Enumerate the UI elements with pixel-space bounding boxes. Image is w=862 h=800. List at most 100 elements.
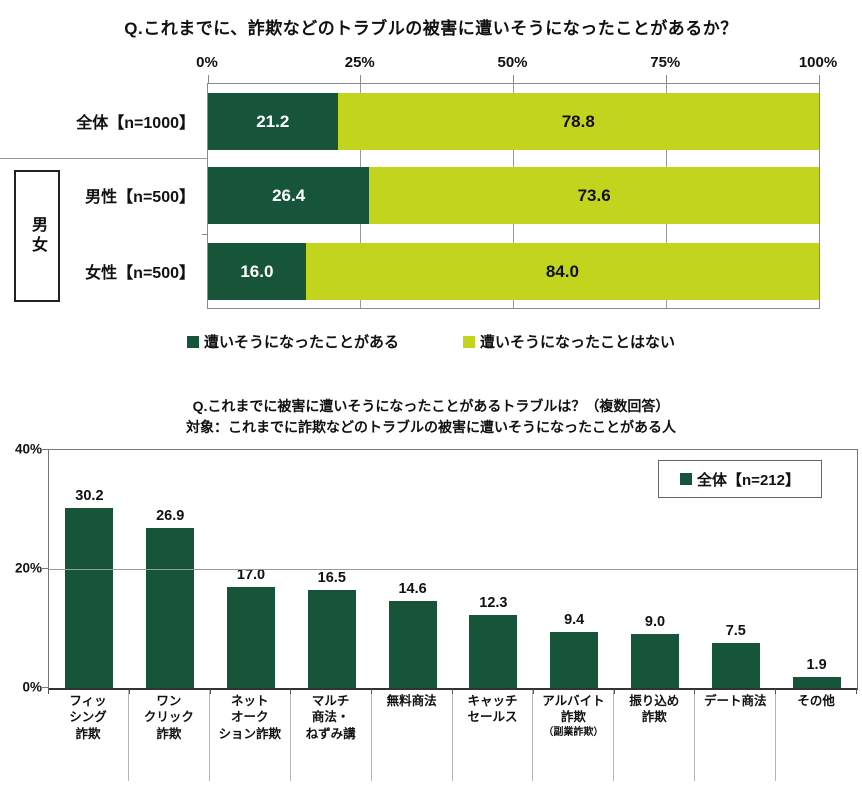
chart2-subtitle: 対象：これまでに詐欺などのトラブルの被害に遭いそうになったことがある人 [186,419,676,435]
legend-swatch-yellow-green [463,335,475,348]
chart2-x-label: ネット オーク ション詐欺 [210,690,291,781]
chart1-category-labels: 全体【n=1000】 男性【n=500】 女性【n=500】 [0,0,207,400]
chart2-x-tick-mark [452,689,453,694]
chart1-x-tick-mark [207,75,209,84]
chart2-bars: 30.2 26.9 17.0 16.5 14.6 12.3 9.4 9.0 7.5 1.9 [49,450,857,688]
chart2-x-label-line: クリック [143,710,194,725]
chart2-x-label-line: キャッチ [467,694,518,708]
chart2-x-tick-mark [694,689,696,694]
chart1-bar-segment: 21.2 [208,93,338,150]
chart2-bar-column: 9.4 [534,450,615,688]
chart1-plot-area: 21.2 78.8 26.4 73.6 16.0 84.0 [202,75,820,309]
chart1-bar-row: 21.2 78.8 [208,93,819,150]
chart1-bar-segment: 78.8 [337,93,819,150]
chart2-bar-column: 7.5 [695,450,776,688]
chart2-bar [146,527,195,688]
chart2-x-tick-mark [613,689,615,694]
chart2-value-label: 7.5 [725,623,746,640]
chart2-bar [792,676,841,688]
chart2-x-label: アルバイト詐欺 （副業詐欺） [533,690,615,781]
chart2-title: Q.これまでに被害に遭いそうになったことがあるトラブルは？（複数回答） [192,398,670,414]
chart1-x-tick-label: 100% [798,54,838,71]
chart2-value-label: 30.2 [75,488,104,505]
chart2-x-tick-mark [128,689,130,694]
chart2-x-label: デート商法 [695,690,777,781]
chart2-bar-column: 1.9 [776,450,857,688]
chart2-value-label: 14.6 [398,581,427,598]
chart2-legend-label: 全体【n=212】 [697,471,800,489]
chart1-row-tick [202,234,208,235]
chart2-gridline [49,569,857,570]
chart2-x-axis-labels: フィッ シング 詐欺 ワン クリック 詐欺 ネット オーク ション詐欺 マルチ 商法・ ねずみ講 無料商… [48,690,856,781]
chart1-legend-item-no: 遭いそうになったことはない [463,331,675,352]
chart2-value-label: 9.0 [644,614,666,631]
chart2-x-label: 無料商法 [372,690,453,781]
chart2-legend-box: 全体【n=212】 [658,460,822,498]
chart1-group-divider-line [0,158,207,159]
chart2-x-label-line: デート商法 [703,694,767,708]
chart2-value-label: 9.4 [564,612,585,629]
chart1-bar-segment: 16.0 [208,243,306,300]
chart2-x-label-subtext: （副業詐欺） [543,726,604,738]
chart2-bar [550,632,599,688]
chart2-x-tick-mark [48,689,49,694]
chart2-bar-column: 26.9 [130,450,211,688]
chart2-bar [630,634,679,688]
chart1-bar-segment: 84.0 [305,243,819,300]
chart2-bar-column: 17.0 [211,450,292,688]
chart2-bar [65,508,114,688]
chart2-x-label-line: アルバイト [542,694,605,708]
chart2-x-tick-mark [209,689,211,694]
chart1-category-label: 男性【n=500】 [85,188,195,206]
chart2-value-label: 17.0 [236,566,266,583]
chart2-x-label: 振り込め 詐欺 [614,690,696,781]
chart2-value-label: 16.5 [317,569,346,586]
chart2-x-label: マルチ 商法・ ねずみ講 [291,690,372,781]
chart1-legend-label-yes: 遭いそうになったことがある [203,334,399,351]
chart2-x-label-line: 振り込め [629,694,680,708]
chart1-x-tick-mark [818,75,820,84]
chart1-x-tick-label: 0% [196,54,218,71]
chart2-x-label-line: 詐欺 [641,710,667,725]
chart2-x-label-line: シング [69,710,107,725]
chart2-bar-column: 30.2 [49,450,130,688]
chart1-bar-row: 16.0 84.0 [208,243,819,300]
chart1-bar-segment: 73.6 [369,167,819,224]
chart2-bar [307,589,356,688]
chart1-title: Q.これまでに、詐欺などのトラブルの被害に遭いそうになったことがあるか？ [124,19,738,38]
chart2-bar-column: 12.3 [453,450,534,688]
chart1-legend: 遭いそうになったことがある 遭いそうになったことはない [0,331,862,352]
chart1-x-tick-mark [360,75,362,84]
chart2-x-tick-mark [532,689,534,694]
chart2-x-tick-mark [856,689,857,694]
chart1-category-label: 女性【n=500】 [85,264,195,282]
chart1-x-axis: 0% 25% 50% 75% 100% [196,54,837,78]
chart1-x-tick-mark [665,75,667,84]
chart2-x-tick-mark [371,689,373,694]
chart1-bar-segment: 26.4 [208,167,370,224]
chart2-x-label-line: 無料商法 [386,694,437,708]
chart2-bar-column: 14.6 [372,450,453,688]
chart2-x-label-line: ション詐欺 [218,726,282,741]
chart2-x-tick-mark [290,689,292,694]
chart2-value-label: 1.9 [806,656,827,673]
chart2-x-label-line: マルチ [311,694,350,708]
chart2-x-label: ワン クリック 詐欺 [129,690,210,781]
chart1-x-tick-label: 75% [650,54,681,71]
chart2-y-tick-label: 20% [14,560,42,576]
chart2-x-label-line: フィッ [69,694,107,708]
chart2-x-tick-mark [775,689,777,694]
chart2-value-label: 12.3 [479,594,508,611]
chart2-x-label-line: 詐欺 [75,726,101,741]
chart2-x-label: キャッチ セールス [453,690,534,781]
chart2-x-label-line: 詐欺 [560,710,586,725]
chart2-bar [469,614,518,688]
chart1-bar-row: 26.4 73.6 [208,167,819,224]
chart2-value-label: 26.9 [156,507,185,524]
chart1-group-label-box: 男女 [14,170,60,302]
chart2-x-label-line: その他 [797,694,835,708]
chart2-y-tick-mark [42,687,48,688]
chart2-legend-item: 全体【n=212】 [680,469,800,490]
chart2-x-label-line: 詐欺 [156,726,182,741]
chart2-y-tick-mark [42,449,48,450]
